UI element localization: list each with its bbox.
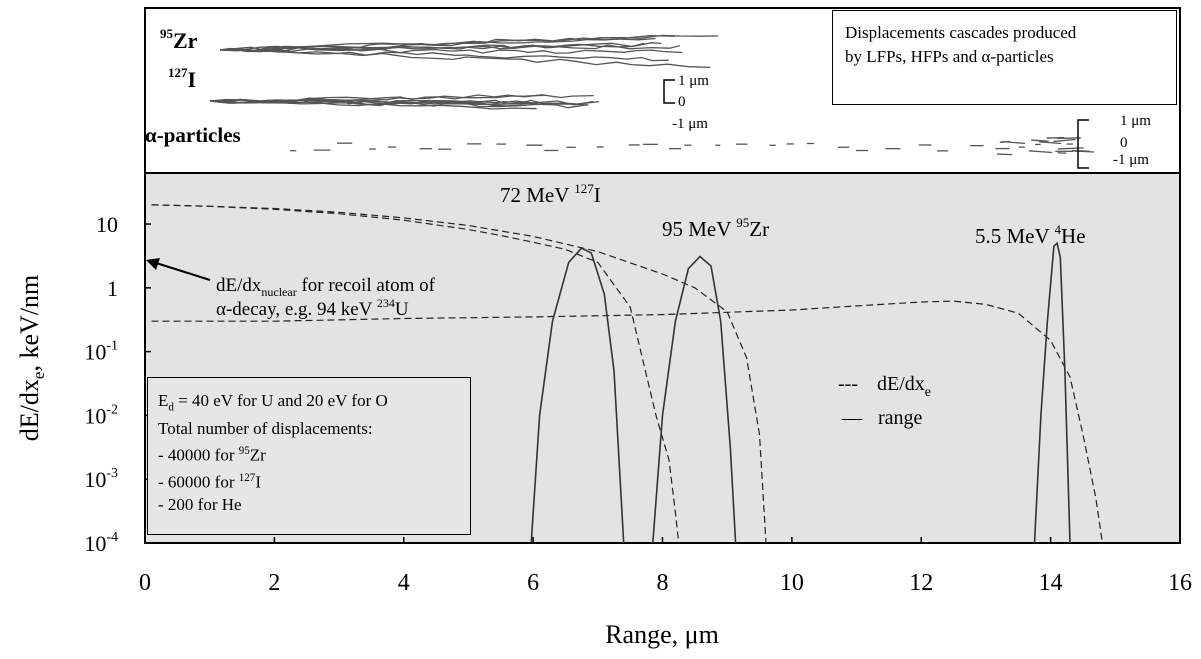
cascade-tracks [209,34,1095,156]
scale-bar-2-bot: -1 μm [1113,152,1149,168]
info-line-1: Ed = 40 eV for U and 20 eV for O [158,391,388,414]
x-tick-label: 12 [909,570,933,596]
cascade-caption-line-2: by LFPs, HFPs and α-particles [845,47,1054,66]
x-tick-label: 8 [657,570,669,596]
x-tick-label: 6 [527,570,539,596]
x-tick-label: 4 [398,570,410,596]
x-tick-label: 10 [780,570,804,596]
zirconium-curve-label: 95 MeV 95Zr [662,215,769,241]
helium-curve-label: 5.5 MeV 4He [975,222,1086,248]
zr-cascade-label: 95Zr [160,26,198,53]
series-95Zr-range [652,255,737,544]
x-tick-label: 16 [1168,570,1192,596]
legend-solid-symbol: — [841,407,863,429]
legend-solid-label: range [878,407,923,429]
info-line-5: - 200 for He [158,494,242,514]
annotation-line-1: dE/dxnuclear for recoil atom of [216,275,436,299]
legend-dashed-symbol: --- [838,373,858,395]
legend: --- dE/dxe — range [838,373,931,429]
scale-bar-1 [663,79,675,104]
cascade-caption-box: Displacements cascades produced by LFPs,… [832,10,1177,105]
y-tick-label: 10 [96,212,118,237]
i-cascade-label: 127I [168,65,196,92]
info-line-2: Total number of displacements: [158,419,373,439]
series-127I-range [530,247,625,544]
scale-bar-1-mid: 0 [678,94,686,110]
x-tick-label: 2 [268,570,280,596]
cascade-caption-line-1: Displacements cascades produced [845,23,1077,42]
y-tick-label: 10-1 [84,339,118,365]
i-cascade-track [209,94,600,110]
series-127I-dedx [151,204,680,544]
annotation-arrow [152,261,211,281]
y-axis-label: dE/dxe, keV/nm [15,275,48,441]
y-tick-label: 10-4 [84,530,118,556]
scale-bar-1-bot: -1 μm [672,116,708,132]
annotation-arrowhead [146,258,160,270]
info-line-4: - 60000 for 127I [158,472,261,492]
scale-bar-2-top: 1 μm [1120,113,1151,129]
x-tick-label: 14 [1039,570,1063,596]
info-line-3: - 40000 for 95Zr [158,445,266,466]
y-tick-label: 10-2 [84,402,118,428]
alpha-cascade-track [290,136,1095,156]
series-95Zr-dedx [151,204,767,544]
zr-cascade-track [219,34,719,69]
y-tick-label: 1 [107,276,118,301]
y-tick-label: 10-3 [84,466,118,492]
scale-bar-2-mid: 0 [1120,135,1128,151]
series-4He-dedx [151,300,1103,544]
legend-dashed-label: dE/dxe [877,373,931,400]
scale-bar-1-top: 1 μm [678,73,709,89]
displacement-info-box: Ed = 40 eV for U and 20 eV for O Total n… [147,377,471,535]
x-tick-label: 0 [139,570,151,596]
x-axis-label: Range, μm [605,620,719,649]
axis-ticks: 0 2 4 6 8 10 12 14 16 10 1 10-1 10-2 10-3 10-4 [84,212,1192,596]
series-layer [151,204,1103,544]
scale-bar-2 [1077,119,1089,169]
series-4He-range [1033,241,1071,544]
alpha-cascade-label: α-particles [145,123,241,147]
iodine-curve-label: 72 MeV 127I [500,181,601,207]
annotation-line-2: α-decay, e.g. 94 keV 234U [216,296,409,320]
